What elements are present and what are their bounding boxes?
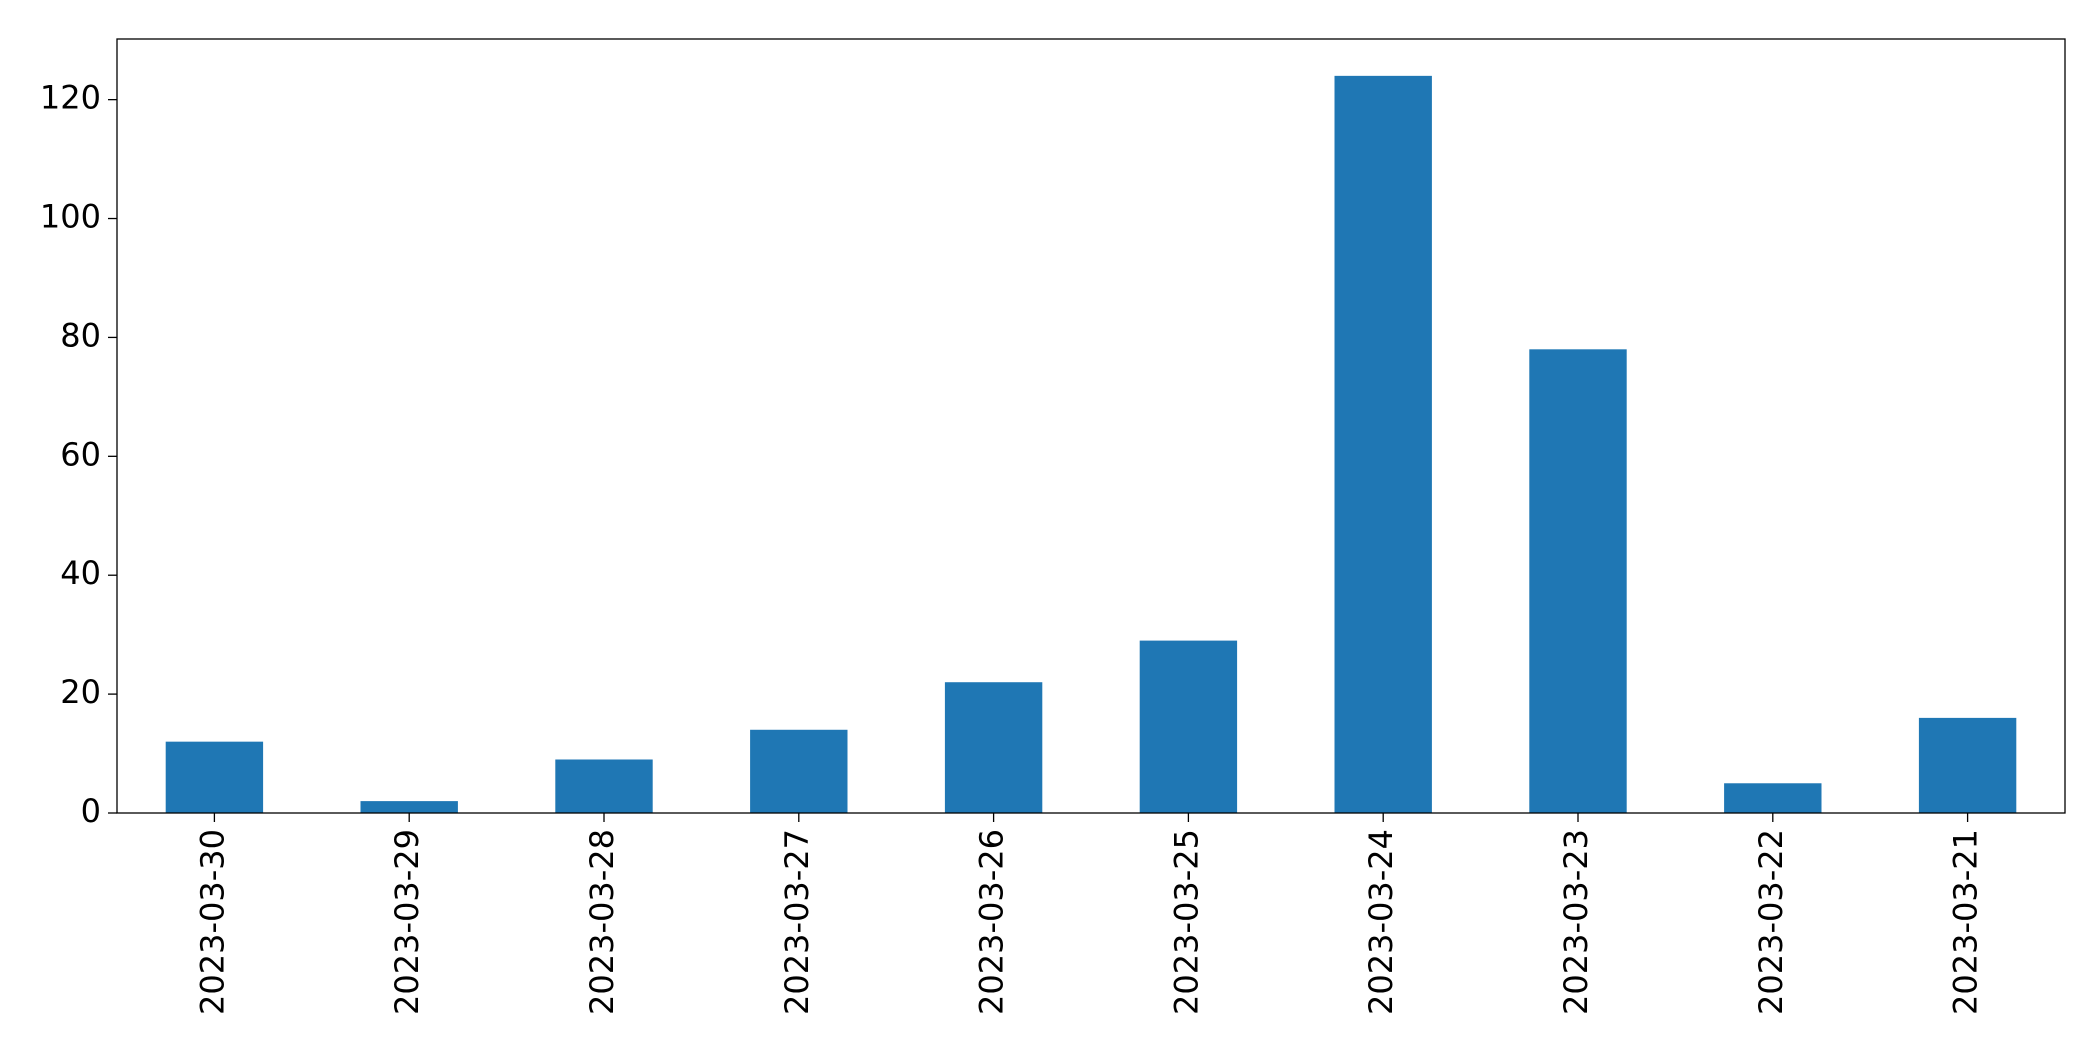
y-tick-label: 100 (40, 198, 101, 236)
bar (1918, 717, 2017, 813)
x-tick-label: 2023-03-27 (778, 829, 816, 1015)
y-tick-label: 120 (40, 79, 101, 117)
x-tick-label: 2023-03-22 (1752, 829, 1790, 1015)
plot-frame (116, 38, 2066, 814)
bar (1334, 75, 1432, 814)
bar (1139, 640, 1238, 813)
x-tick-label: 2023-03-26 (973, 829, 1011, 1015)
bar (1724, 783, 1822, 813)
bar (360, 801, 458, 813)
y-tick-label: 40 (60, 554, 101, 592)
x-tick-label: 2023-03-25 (1167, 829, 1205, 1015)
y-tick-label: 20 (60, 673, 101, 711)
x-tick-label: 2023-03-30 (193, 829, 231, 1015)
bar (555, 759, 653, 813)
x-tick-label: 2023-03-24 (1362, 829, 1400, 1015)
y-tick-label: 0 (81, 792, 101, 830)
bar (750, 729, 848, 813)
bar (1529, 349, 1627, 813)
x-tick-label: 2023-03-21 (1947, 829, 1985, 1015)
y-tick-label: 80 (60, 316, 101, 354)
x-tick-label: 2023-03-29 (388, 829, 426, 1015)
bar (944, 682, 1043, 813)
bar (165, 741, 264, 813)
x-tick-label: 2023-03-28 (583, 829, 621, 1015)
y-tick-label: 60 (60, 435, 101, 473)
x-tick-label: 2023-03-23 (1557, 829, 1595, 1015)
